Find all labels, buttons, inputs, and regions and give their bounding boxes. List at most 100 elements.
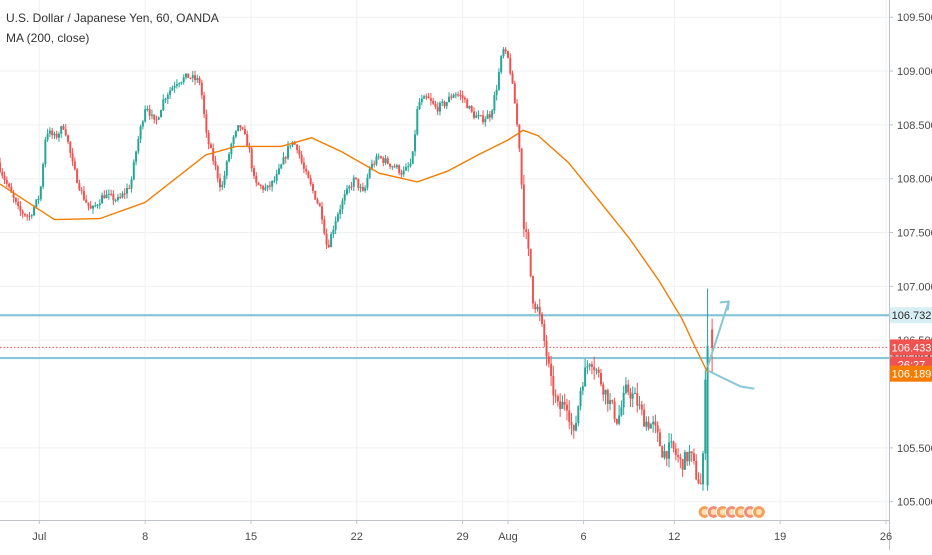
candle-body [237,125,240,131]
candle-body [130,179,133,189]
candle-body [613,401,616,419]
candle-body [253,168,255,176]
candle-body [191,75,194,79]
candle-body [602,384,605,395]
candle-body [629,392,632,399]
candle-body [8,183,11,187]
candle-body [590,364,593,368]
candle-body [552,375,555,396]
time-tick-label: 22 [351,531,363,543]
candle-body [618,415,621,424]
moving-average [0,129,709,373]
candle-body [436,106,439,112]
candle-body [472,111,475,118]
candle-body [325,233,328,245]
candle-body [175,84,178,86]
candle-body [407,166,410,168]
candle-body [85,199,88,203]
candle-body [146,108,149,110]
time-tick-label: 19 [774,531,786,543]
candle-body [414,134,417,152]
candle-body [223,175,226,185]
candle-body [411,151,414,164]
candle-body [706,345,709,486]
candle-body [339,209,342,215]
candle-body [624,384,627,393]
candle-body [690,451,693,454]
candle-body [180,82,183,84]
candle-body [257,182,260,186]
ma-price-badge-label: 106.189 [892,369,932,381]
candle-body [135,151,138,162]
candle-body [345,188,348,195]
candle-body [359,187,362,189]
candle-body [332,229,335,235]
candle-body [78,182,81,190]
forecast-arrows[interactable] [706,300,755,390]
candle-body [182,77,185,83]
indicator-label[interactable]: MA (200, close) [6,31,90,45]
forecast-up-arrowhead [719,300,730,311]
horizontal-levels[interactable] [0,314,889,360]
price-tick-label: 107.000 [897,281,932,293]
candle-body [82,190,85,200]
candle-body [80,189,83,191]
candle-body [640,404,643,410]
candle-body [128,188,131,190]
candle-body [525,229,528,232]
candle-body [107,193,110,195]
candle-body [384,158,387,163]
candle-body [509,57,512,74]
candle-body [225,161,228,176]
candle-body [46,133,49,140]
candle-body [638,404,641,406]
candle-body [234,130,237,137]
candle-body [266,185,269,188]
candle-body [568,410,571,423]
candle-body [556,396,559,402]
candle-body [116,196,119,200]
price-axis[interactable]: 109.500 109.000 108.500 108.000 107.500 107.0… [889,0,932,550]
candle-body [541,313,544,324]
candle-body [287,146,290,159]
candle-body [137,139,140,152]
current-price-badge [890,339,932,356]
event-markers[interactable] [697,504,767,520]
candle-body [416,109,419,135]
time-tick-label: 6 [581,531,587,543]
candle-body [668,442,671,459]
candle-body [427,96,430,99]
candle-body [323,219,326,234]
candle-body [579,390,582,407]
candle-body [214,161,217,167]
candle-body [702,453,705,485]
candle-body [380,156,382,158]
candle-body [550,363,553,376]
time-tick-label: 8 [142,531,148,543]
candle-body [316,199,319,204]
candle-body [71,152,74,162]
candle-body [35,199,38,208]
candle-body [572,425,575,431]
candle-body [144,109,147,122]
candle-body [507,51,509,58]
candle-body [321,206,324,220]
candle-body [604,389,607,395]
candle-body [627,384,630,393]
candle-body [658,432,661,447]
candle-body [677,455,680,458]
price-tick-label: 109.000 [897,66,932,78]
candle-body [112,194,115,201]
candle-body [60,126,63,134]
time-axis[interactable]: Jul 8 15 22 29 Aug 6 12 19 26 [0,520,892,543]
candle-body [375,156,378,165]
price-tick-label: 105.500 [897,443,932,455]
candle-body [169,90,172,95]
candle-body [350,186,353,188]
candle-body [631,393,634,399]
candle-body [595,369,598,371]
candle-body [361,187,364,191]
candle-body [459,94,462,96]
